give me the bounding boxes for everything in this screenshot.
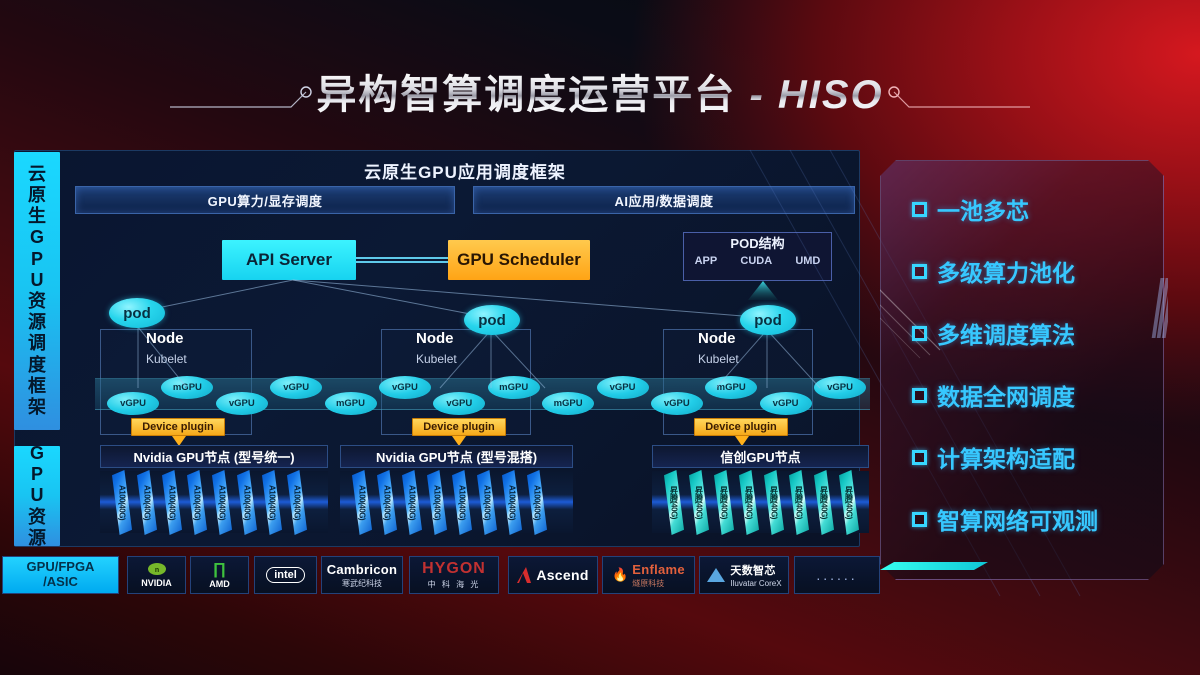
svg-text:n: n [154, 567, 158, 574]
